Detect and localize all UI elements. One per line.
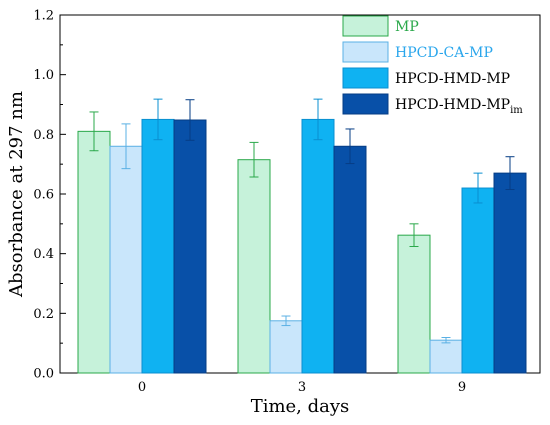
legend-label: HPCD-HMD-MP [395,71,510,87]
x-axis-title: Time, days [251,396,350,417]
bar [269,320,303,374]
legend-label: HPCD-HMD-MPim [395,97,523,116]
bar [141,118,175,374]
bar [109,145,143,374]
y-tick-label: 0.4 [33,247,54,262]
bar [493,172,527,374]
legend-label: HPCD-CA-MP [395,45,493,61]
legend-swatch [342,67,389,89]
bar [429,339,463,374]
y-tick-label: 1.0 [33,68,54,83]
y-tick-label: 0.2 [33,307,54,322]
y-tick-label: 0.8 [33,128,54,143]
y-tick-label: 0.0 [33,367,54,382]
legend-swatch [342,15,389,37]
bar [301,118,335,374]
y-tick-label: 1.2 [33,9,54,24]
legend-label: MP [395,19,419,35]
bar [237,159,271,374]
y-tick-label: 0.6 [33,188,54,203]
bar [397,234,431,374]
bar [77,130,111,374]
bar [333,145,367,374]
x-tick-label: 9 [458,380,466,395]
legend-swatch [342,93,389,115]
x-tick-label: 0 [138,380,146,395]
bar [173,119,207,374]
x-tick-label: 3 [298,380,306,395]
bar [461,187,495,374]
legend-swatch [342,41,389,63]
y-axis-title: Absorbance at 297 nm [6,91,27,298]
